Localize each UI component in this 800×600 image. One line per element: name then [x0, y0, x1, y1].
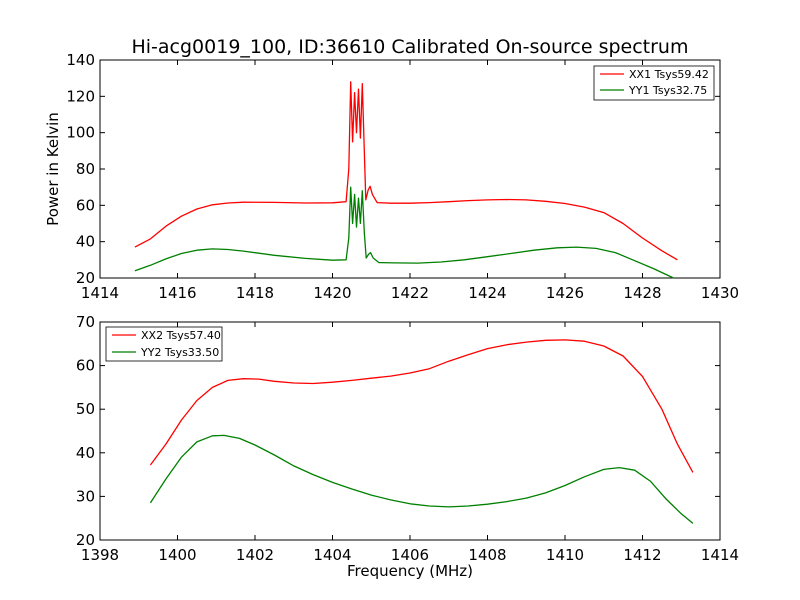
bottom-y-tick-label: 30	[76, 487, 95, 505]
top-y-tick-label: 40	[76, 233, 95, 251]
bottom-legend-box	[105, 326, 223, 362]
bottom-x-tick-label: 1412	[623, 546, 661, 564]
bottom-x-tick-label: 1402	[236, 546, 274, 564]
bottom-x-tick-label: 1400	[158, 546, 196, 564]
top-series-line-1	[134, 81, 678, 261]
top-legend-label-xx1: XX1 Tsys59.42	[629, 68, 709, 81]
top-x-tick-label: 1416	[158, 284, 196, 302]
bottom-y-tick-label: 40	[76, 444, 95, 462]
bottom-ticks: 1398 1400 1402 1404 1406 1408 1410 1412 1414 20 30…	[76, 313, 739, 564]
bottom-x-tick-label: 1406	[391, 546, 429, 564]
top-y-tick-label: 140	[66, 51, 95, 69]
bottom-series	[149, 339, 694, 524]
bottom-x-tick-label: 1404	[313, 546, 351, 564]
top-y-axis-label: Power in Kelvin	[44, 112, 62, 226]
bottom-y-tick-label: 60	[76, 357, 95, 375]
top-x-tick-label: 1420	[313, 284, 351, 302]
top-x-tick-label: 1418	[236, 284, 274, 302]
top-x-tick-label: 1422	[391, 284, 429, 302]
bottom-y-tick-label: 70	[76, 313, 95, 331]
bottom-legend-label-yy2: YY2 Tsys33.50	[140, 346, 219, 359]
top-legend: XX1 Tsys59.42 YY1 Tsys32.75	[593, 65, 715, 101]
bottom-y-tick-label: 20	[76, 531, 95, 549]
bottom-x-tick-label: 1408	[468, 546, 506, 564]
bottom-series-line-2	[149, 434, 694, 524]
bottom-x-axis-label: Frequency (MHz)	[347, 562, 473, 580]
top-legend-label-yy1: YY1 Tsys32.75	[628, 84, 707, 97]
bottom-y-tick-label: 50	[76, 400, 95, 418]
top-ticks: 1414 1416 1418 1420 1422 1424 1426 1428 1430 20 40…	[66, 51, 739, 302]
top-x-tick-label: 1428	[623, 284, 661, 302]
chart-title: Hi-acg0019_100, ID:36610 Calibrated On-s…	[131, 36, 688, 58]
bottom-legend-label-xx2: XX2 Tsys57.40	[141, 329, 221, 342]
bottom-chart: 1398 1400 1402 1404 1406 1408 1410 1412 1414 20 30…	[76, 313, 739, 580]
top-x-tick-label: 1426	[546, 284, 584, 302]
bottom-x-tick-label: 1410	[546, 546, 584, 564]
top-x-tick-label: 1414	[81, 284, 119, 302]
bottom-series-line-1	[149, 339, 694, 473]
top-series	[134, 81, 678, 279]
top-series-line-2	[134, 186, 674, 279]
top-y-tick-label: 20	[76, 269, 95, 287]
top-x-tick-label: 1424	[468, 284, 506, 302]
top-y-tick-label: 80	[76, 160, 95, 178]
top-x-tick-label: 1430	[701, 284, 739, 302]
bottom-legend: XX2 Tsys57.40 YY2 Tsys33.50	[105, 326, 223, 362]
top-y-tick-label: 120	[66, 87, 95, 105]
top-y-tick-label: 60	[76, 196, 95, 214]
top-legend-box	[593, 65, 715, 101]
top-chart: 1414 1416 1418 1420 1422 1424 1426 1428 1430 20 40…	[44, 51, 739, 302]
top-y-tick-label: 100	[66, 124, 95, 142]
bottom-x-tick-label: 1398	[81, 546, 119, 564]
bottom-x-tick-label: 1414	[701, 546, 739, 564]
